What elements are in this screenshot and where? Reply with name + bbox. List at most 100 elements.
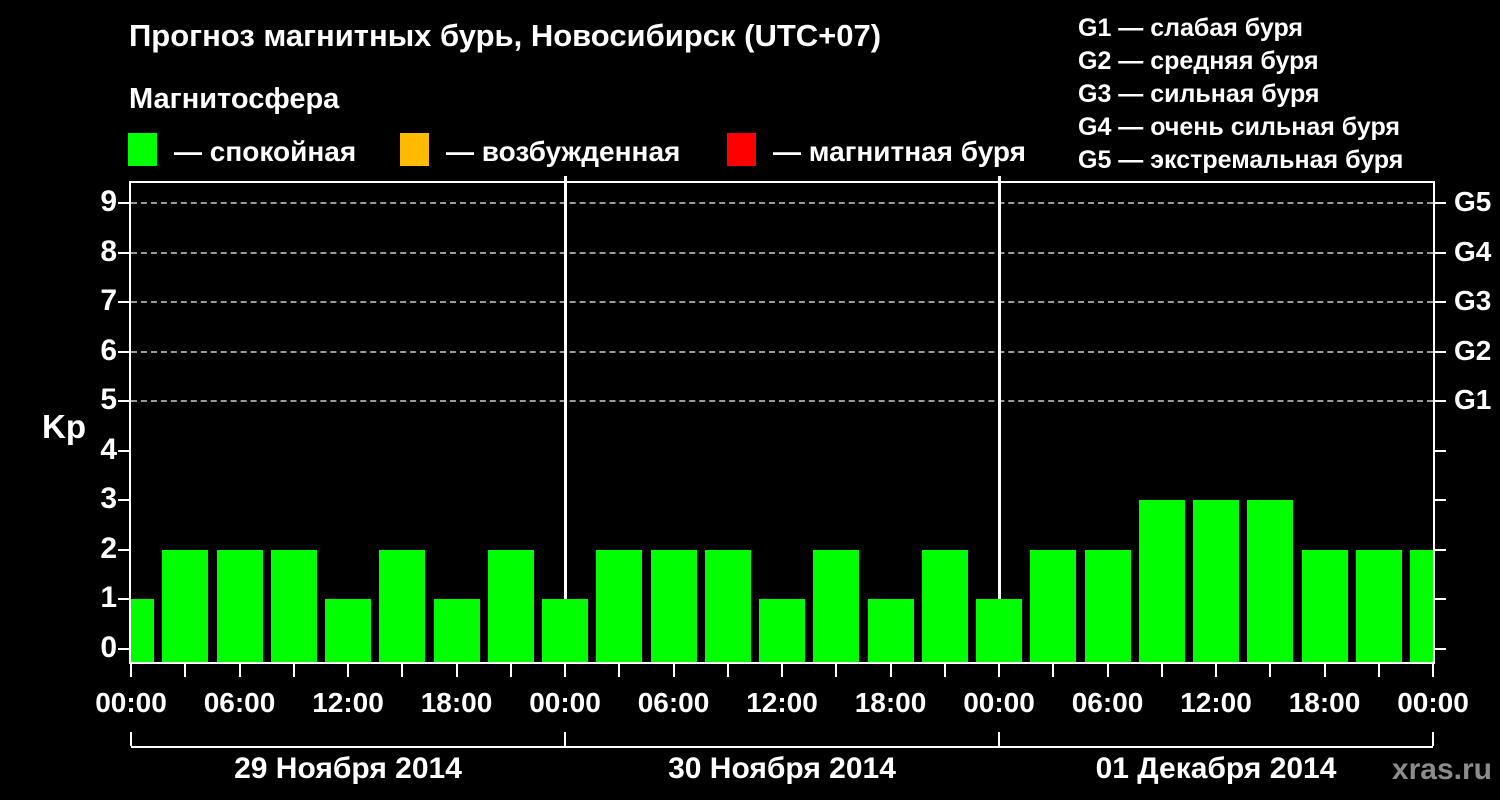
x-axis-tick [1160, 664, 1163, 677]
storm-scale-item: G3 — сильная буря [1078, 80, 1320, 108]
day-label: 29 Ноября 2014 [234, 752, 462, 785]
day-label: 30 Ноября 2014 [668, 752, 896, 785]
y-tick-label: 4 [100, 432, 117, 466]
x-axis-tick [618, 664, 621, 677]
x-axis-tick [943, 664, 946, 677]
kp-bar [1247, 500, 1294, 662]
chart-title: Прогноз магнитных бурь, Новосибирск (UTC… [129, 18, 882, 53]
excited-label: — возбужденная [446, 136, 681, 167]
kp-bar [1410, 549, 1433, 662]
quiet-label: — спокойная [174, 136, 357, 167]
kp-bar [1301, 549, 1348, 662]
time-label: 18:00 [1288, 687, 1361, 718]
g-level-label: G2 [1454, 334, 1492, 366]
g-level-label: G1 [1454, 384, 1492, 416]
time-label: 06:00 [1071, 687, 1144, 718]
y-tick-label: 0 [100, 631, 117, 664]
time-label: 12:00 [312, 687, 384, 718]
x-axis-tick [998, 664, 1000, 677]
excited-swatch [400, 133, 429, 166]
day-separator-top-tick [997, 176, 1001, 183]
gridline-kp-8 [131, 251, 1433, 254]
y-axis-tick-left [118, 648, 130, 650]
kp-bar [650, 549, 697, 662]
x-axis-tick [835, 664, 838, 677]
g-level-label: G5 [1454, 185, 1492, 217]
x-axis-tick [1432, 664, 1434, 677]
time-label: 18:00 [420, 687, 493, 718]
y-tick-label: 1 [100, 581, 117, 615]
day-bracket-tick [998, 732, 1000, 746]
time-label: 00:00 [95, 687, 167, 718]
x-axis-tick [292, 664, 295, 677]
time-label: 12:00 [1180, 687, 1252, 718]
storm-scale-item: G4 — очень сильная буря [1078, 113, 1400, 141]
kp-bar [487, 549, 534, 662]
y-axis-tick-right [1434, 449, 1446, 452]
kp-bar [704, 549, 751, 662]
time-label: 00:00 [529, 687, 601, 718]
gridline-kp-5 [131, 400, 1433, 403]
gridline-kp-9 [131, 201, 1433, 204]
y-axis-tick-left [118, 598, 130, 601]
day-label: 01 Декабря 2014 [1095, 752, 1337, 785]
kp-bar [976, 599, 1022, 662]
watermark: xras.ru [1391, 753, 1492, 786]
y-axis-tick-left [118, 350, 130, 353]
day-separator-top-tick [563, 176, 567, 183]
kp-bar [1084, 549, 1131, 662]
x-axis-tick [509, 664, 512, 677]
storm-swatch [727, 133, 756, 166]
time-label: 18:00 [854, 687, 927, 718]
kp-bar [813, 549, 860, 662]
time-label: 00:00 [1397, 687, 1469, 718]
kp-bar [542, 599, 588, 662]
time-label: 06:00 [637, 687, 710, 718]
x-axis-tick [1215, 664, 1217, 677]
x-axis-tick [1377, 664, 1380, 677]
day-separator [563, 183, 567, 662]
y-tick-label: 2 [100, 531, 117, 565]
y-axis-tick-left [118, 449, 130, 452]
y-axis-tick-right [1434, 251, 1446, 254]
kp-bar [325, 599, 371, 662]
x-axis-tick [1052, 664, 1055, 677]
x-axis-tick [1106, 664, 1109, 677]
y-axis-tick-right [1434, 499, 1446, 502]
x-axis-tick [781, 664, 783, 677]
kp-bar [216, 549, 263, 662]
kp-bar [270, 549, 317, 662]
kp-bar [596, 549, 643, 662]
gridline-kp-7 [131, 301, 1433, 304]
plot-area [129, 181, 1435, 664]
y-axis-tick-right [1434, 648, 1446, 650]
day-bracket-tick [130, 732, 132, 746]
kp-bar [1193, 500, 1239, 662]
time-label: 06:00 [203, 687, 276, 718]
kp-bar [921, 549, 968, 662]
y-axis-title: Kp [42, 408, 86, 445]
y-tick-label: 3 [100, 482, 117, 516]
day-separator [997, 183, 1001, 662]
y-axis-tick-right [1434, 400, 1446, 403]
g-level-label: G3 [1454, 285, 1492, 317]
y-axis-tick-left [118, 400, 130, 403]
y-tick-label: 8 [100, 234, 117, 268]
x-axis-tick [347, 664, 349, 677]
y-axis-tick-left [118, 201, 130, 204]
y-axis-tick-left [118, 301, 130, 304]
kp-bar [131, 599, 154, 662]
gridline-kp-6 [131, 350, 1433, 353]
time-label: 12:00 [746, 687, 818, 718]
x-axis-tick [726, 664, 729, 677]
time-label: 00:00 [963, 687, 1035, 718]
x-axis-tick [1323, 664, 1326, 677]
kp-bar [1030, 549, 1077, 662]
kp-bar [1138, 500, 1185, 662]
kp-bar [379, 549, 426, 662]
kp-bar [1355, 549, 1402, 662]
x-axis-tick [401, 664, 404, 677]
day-bracket-tick [564, 732, 566, 746]
x-axis-tick [672, 664, 675, 677]
